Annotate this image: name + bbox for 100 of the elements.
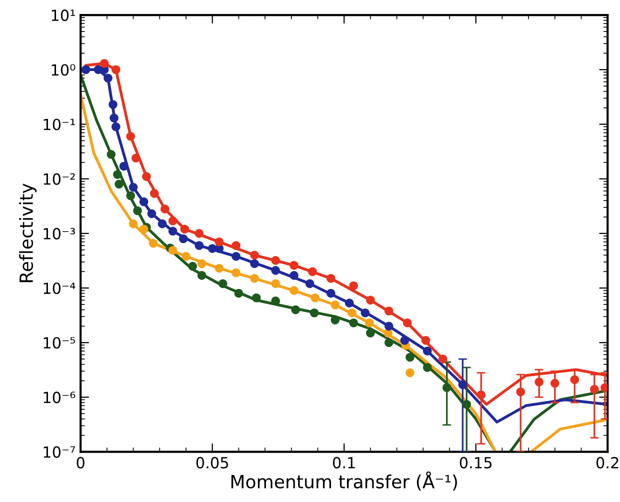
point (252, 293, 261, 302)
y-tick-label: 10⁰ (52, 64, 76, 76)
point (168, 226, 178, 236)
point (291, 305, 300, 314)
point (366, 296, 375, 305)
x-tick-label: 0.05 (196, 456, 228, 468)
point (234, 288, 244, 298)
point (330, 300, 340, 310)
point (400, 336, 410, 345)
point (126, 132, 136, 141)
point (147, 209, 156, 218)
x-tick-label: 0.2 (596, 456, 618, 468)
point (348, 308, 356, 318)
point (113, 170, 122, 179)
point (250, 259, 259, 268)
point (462, 400, 472, 409)
point (132, 154, 140, 162)
point (308, 267, 317, 276)
point (310, 293, 320, 302)
point (422, 363, 432, 372)
point (197, 271, 206, 280)
point (421, 336, 430, 345)
point (458, 380, 468, 390)
point (550, 378, 560, 388)
point (194, 241, 204, 250)
point (271, 266, 280, 275)
point (250, 250, 259, 260)
y-tick-label: 10⁻⁴ (44, 282, 76, 294)
y-tick-label: 10¹ (52, 10, 75, 22)
point (106, 150, 116, 159)
point (384, 306, 394, 316)
point (180, 224, 190, 234)
point (81, 65, 90, 74)
point (600, 383, 608, 392)
y-axis-title: Reflectivity (19, 184, 37, 282)
point (290, 286, 298, 295)
point (100, 59, 109, 68)
y-tick-label: 10⁻² (44, 173, 75, 185)
point (305, 279, 314, 288)
point (110, 114, 118, 122)
point (232, 252, 240, 261)
point (290, 260, 298, 270)
point (194, 229, 204, 238)
point (150, 189, 159, 198)
point (197, 259, 206, 268)
point (349, 318, 358, 328)
point (365, 318, 374, 328)
point (108, 100, 118, 109)
y-tick-label: 10⁻⁵ (44, 337, 76, 349)
point (366, 328, 375, 338)
point (214, 237, 224, 246)
point (139, 224, 148, 234)
point (168, 216, 178, 226)
point (438, 354, 448, 364)
x-tick-label: 0.1 (332, 456, 355, 468)
point (142, 172, 151, 181)
point (218, 279, 228, 288)
point (406, 368, 414, 378)
point (442, 383, 452, 392)
point (139, 197, 148, 206)
point (112, 122, 120, 132)
point (128, 219, 138, 228)
point (271, 256, 280, 265)
point (360, 308, 370, 318)
point (516, 388, 526, 396)
x-tick-label: 0.15 (460, 456, 492, 468)
point (384, 338, 394, 348)
point (160, 204, 170, 214)
point (126, 191, 136, 200)
point (182, 252, 190, 261)
point (271, 296, 280, 306)
y-tick-label: 10⁻³ (44, 228, 75, 240)
y-tick-label: 10⁻⁷ (44, 446, 76, 458)
point (422, 346, 432, 356)
x-axis-title: Momentum transfer (Å⁻¹) (231, 471, 457, 491)
point (590, 384, 599, 394)
point (384, 322, 394, 331)
point (290, 271, 298, 280)
point (114, 180, 124, 189)
point (344, 298, 354, 308)
point (402, 318, 412, 328)
point (326, 288, 336, 298)
point (326, 274, 336, 283)
point (188, 262, 197, 271)
point (570, 375, 580, 384)
point (104, 74, 112, 82)
x-tick-label: 0 (76, 456, 84, 468)
point (128, 182, 138, 192)
point (178, 234, 188, 244)
point (310, 308, 319, 318)
point (133, 206, 142, 216)
point (476, 390, 486, 400)
point (112, 65, 120, 74)
point (148, 238, 158, 248)
point (158, 219, 167, 228)
point (250, 274, 259, 283)
y-tick-label: 10⁻¹ (44, 118, 75, 130)
point (271, 279, 280, 288)
y-tick-label: 10⁻⁶ (44, 392, 76, 404)
point (232, 268, 240, 278)
